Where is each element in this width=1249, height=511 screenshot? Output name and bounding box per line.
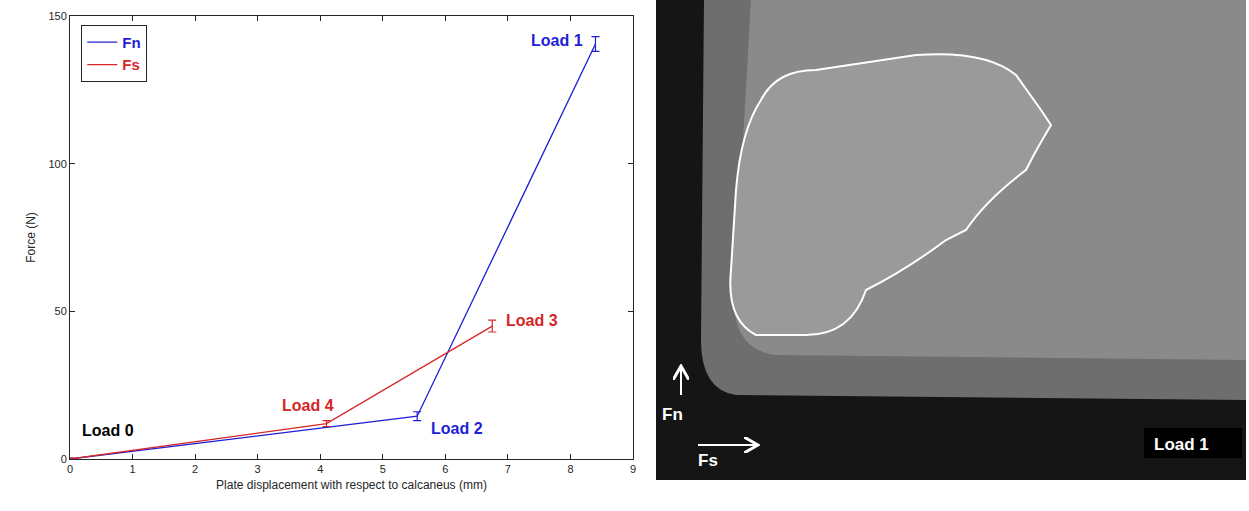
svg-text:Load 0: Load 0 [82,422,134,439]
svg-text:Load 4: Load 4 [282,397,334,414]
svg-text:4: 4 [317,463,323,475]
svg-text:Force (N): Force (N) [24,212,38,263]
svg-text:Plate displacement with respec: Plate displacement with respect to calca… [216,478,487,492]
svg-text:0: 0 [61,453,67,465]
svg-text:8: 8 [567,463,573,475]
svg-text:0: 0 [67,463,73,475]
svg-text:7: 7 [505,463,511,475]
svg-text:Fn: Fn [122,34,140,51]
svg-text:Load 1: Load 1 [531,32,583,49]
svg-text:6: 6 [442,463,448,475]
svg-text:Fn: Fn [662,405,683,424]
svg-text:Load 3: Load 3 [506,312,558,329]
svg-text:9: 9 [630,463,636,475]
svg-text:2: 2 [192,463,198,475]
svg-text:Fs: Fs [122,56,140,73]
svg-text:Load 1: Load 1 [1154,435,1209,454]
svg-text:150: 150 [48,10,66,22]
svg-text:1: 1 [129,463,135,475]
svg-text:100: 100 [48,158,66,170]
svg-text:5: 5 [380,463,386,475]
svg-text:50: 50 [55,305,67,317]
svg-text:3: 3 [255,463,261,475]
svg-text:Fs: Fs [698,451,718,470]
svg-text:Load 2: Load 2 [431,420,483,437]
